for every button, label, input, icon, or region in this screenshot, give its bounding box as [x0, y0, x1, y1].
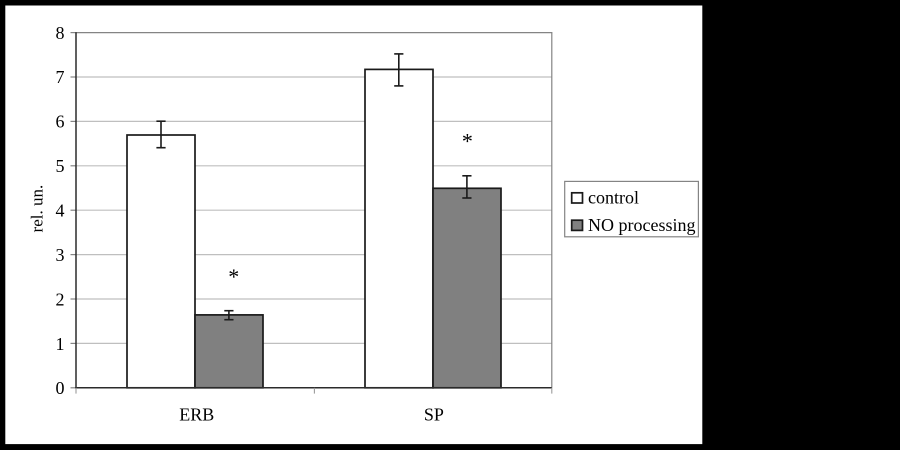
svg-text:2: 2	[56, 289, 65, 309]
svg-text:3: 3	[56, 245, 65, 265]
svg-text:rel. un.: rel. un.	[28, 185, 47, 233]
svg-text:5: 5	[56, 156, 65, 176]
svg-text:8: 8	[56, 23, 65, 43]
svg-text:*: *	[228, 264, 239, 289]
svg-text:SP: SP	[424, 405, 444, 425]
svg-text:0: 0	[56, 378, 65, 398]
svg-text:6: 6	[56, 112, 65, 132]
svg-text:1: 1	[56, 334, 65, 354]
svg-text:4: 4	[56, 201, 65, 221]
svg-text:control: control	[588, 188, 639, 208]
svg-text:*: *	[462, 128, 473, 153]
svg-text:ERB: ERB	[179, 405, 214, 425]
svg-text:7: 7	[56, 67, 65, 87]
svg-text:NO processing: NO processing	[588, 215, 695, 235]
